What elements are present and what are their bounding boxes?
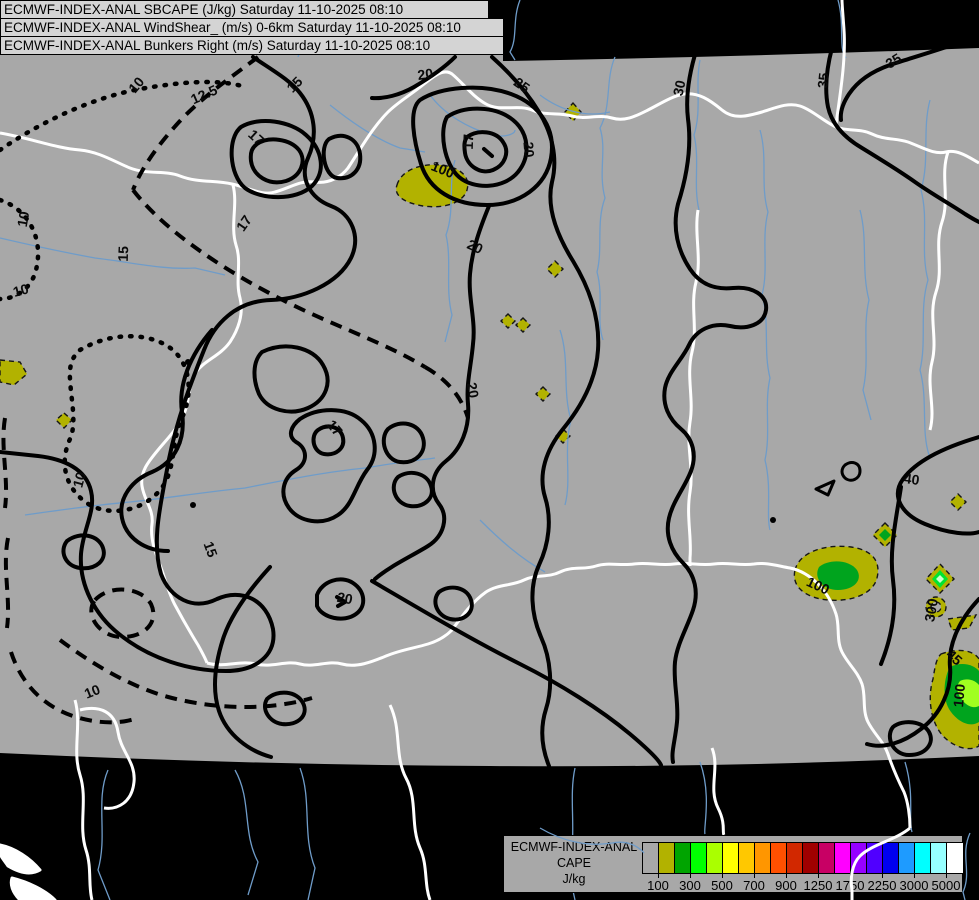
legend-swatch-11 [819,843,835,873]
legend-tick-label: 5000 [931,878,961,893]
title-text-bunkers: ECMWF-INDEX-ANAL Bunkers Right (m/s) Sat… [4,38,431,53]
legend-tick-mark [754,873,755,878]
shear-contour-label-15: 15 [115,246,132,262]
legend-swatch-18 [931,843,947,873]
legend-swatch-3 [691,843,707,873]
shear-contour-label-10: 10 [82,681,103,702]
legend-swatch-5 [723,843,739,873]
shear-contour-label-10: 10 [69,470,89,489]
legend-tick-mark [690,873,691,878]
legend-tick-label: 700 [743,878,765,893]
cape-contour-label-300: 300 [921,597,941,623]
shear-contour-label-35: 35 [883,50,905,72]
legend-title-line3: J/kg [562,872,586,886]
shear-contour-label-10: 10 [11,280,30,300]
shear-contour-label-30: 30 [670,78,689,97]
legend-swatch-19 [947,843,963,873]
legend-title: ECMWF-INDEX-ANAL CAPE J/kg [510,839,638,887]
legend-swatch-17 [915,843,931,873]
legend-tick-label: 2250 [867,878,897,893]
legend-tick-label: 1750 [835,878,865,893]
legend-swatch-14 [867,843,883,873]
legend-swatch-4 [707,843,723,873]
legend-swatch-12 [835,843,851,873]
legend-tick-mark [658,873,659,878]
legend-tick-label: 300 [679,878,701,893]
legend-swatch-1 [659,843,675,873]
legend-tick-label: 1250 [803,878,833,893]
legend-swatch-6 [739,843,755,873]
shear-contour-label-17: 17 [460,134,477,150]
legend-tick-mark [722,873,723,878]
legend-title-line1: ECMWF-INDEX-ANAL [510,840,638,854]
legend-swatch-9 [787,843,803,873]
shear-contour-label-15: 15 [201,539,221,559]
title-bar-bunkers: ECMWF-INDEX-ANAL Bunkers Right (m/s) Sat… [0,36,504,55]
shear-contour-label-20: 20 [336,589,354,607]
shear-contour-label-20: 20 [465,236,486,257]
windshear-contours-dashed [1,55,470,725]
title-text-sbcape: ECMWF-INDEX-ANAL SBCAPE (J/kg) Saturday … [4,2,404,17]
windshear-contours-dotted [0,79,245,514]
title-bar-sbcape: ECMWF-INDEX-ANAL SBCAPE (J/kg) Saturday … [0,0,489,19]
legend-tick-mark [786,873,787,878]
legend-title-line2: CAPE [556,856,592,870]
cape-contour-label-100: 100 [950,683,968,708]
title-text-windshear: ECMWF-INDEX-ANAL WindShear_ (m/s) 0-6km … [4,20,461,35]
shear-contour-label-20: 20 [520,141,537,158]
legend-swatch-7 [755,843,771,873]
legend-swatch-13 [851,843,867,873]
legend-swatch-15 [883,843,899,873]
cape-patches [0,101,979,750]
shear-contour-label-20: 20 [464,381,482,399]
legend-swatch-16 [899,843,915,873]
shear-contour-label-40: 40 [903,470,921,488]
legend-tick-label: 900 [775,878,797,893]
legend-tick-mark [946,873,947,878]
windshear-contours-solid [0,34,979,768]
shear-contour-label-10: 10 [14,210,32,228]
title-bar-windshear: ECMWF-INDEX-ANAL WindShear_ (m/s) 0-6km … [0,18,504,37]
legend-tick-label: 100 [647,878,669,893]
shear-contour-label-20: 20 [416,65,434,83]
legend-swatch-2 [675,843,691,873]
legend-tick-mark [914,873,915,878]
legend-tick-label: 3000 [899,878,929,893]
legend-swatch-8 [771,843,787,873]
legend-swatch-10 [803,843,819,873]
cape-legend: ECMWF-INDEX-ANAL CAPE J/kg 100 300 500 700 9… [503,835,965,893]
legend-tick-label: 500 [711,878,733,893]
shear-contour-label-35: 35 [814,72,832,89]
legend-swatch-0 [643,843,659,873]
legend-tick-mark [818,873,819,878]
legend-colorbar [642,842,965,874]
